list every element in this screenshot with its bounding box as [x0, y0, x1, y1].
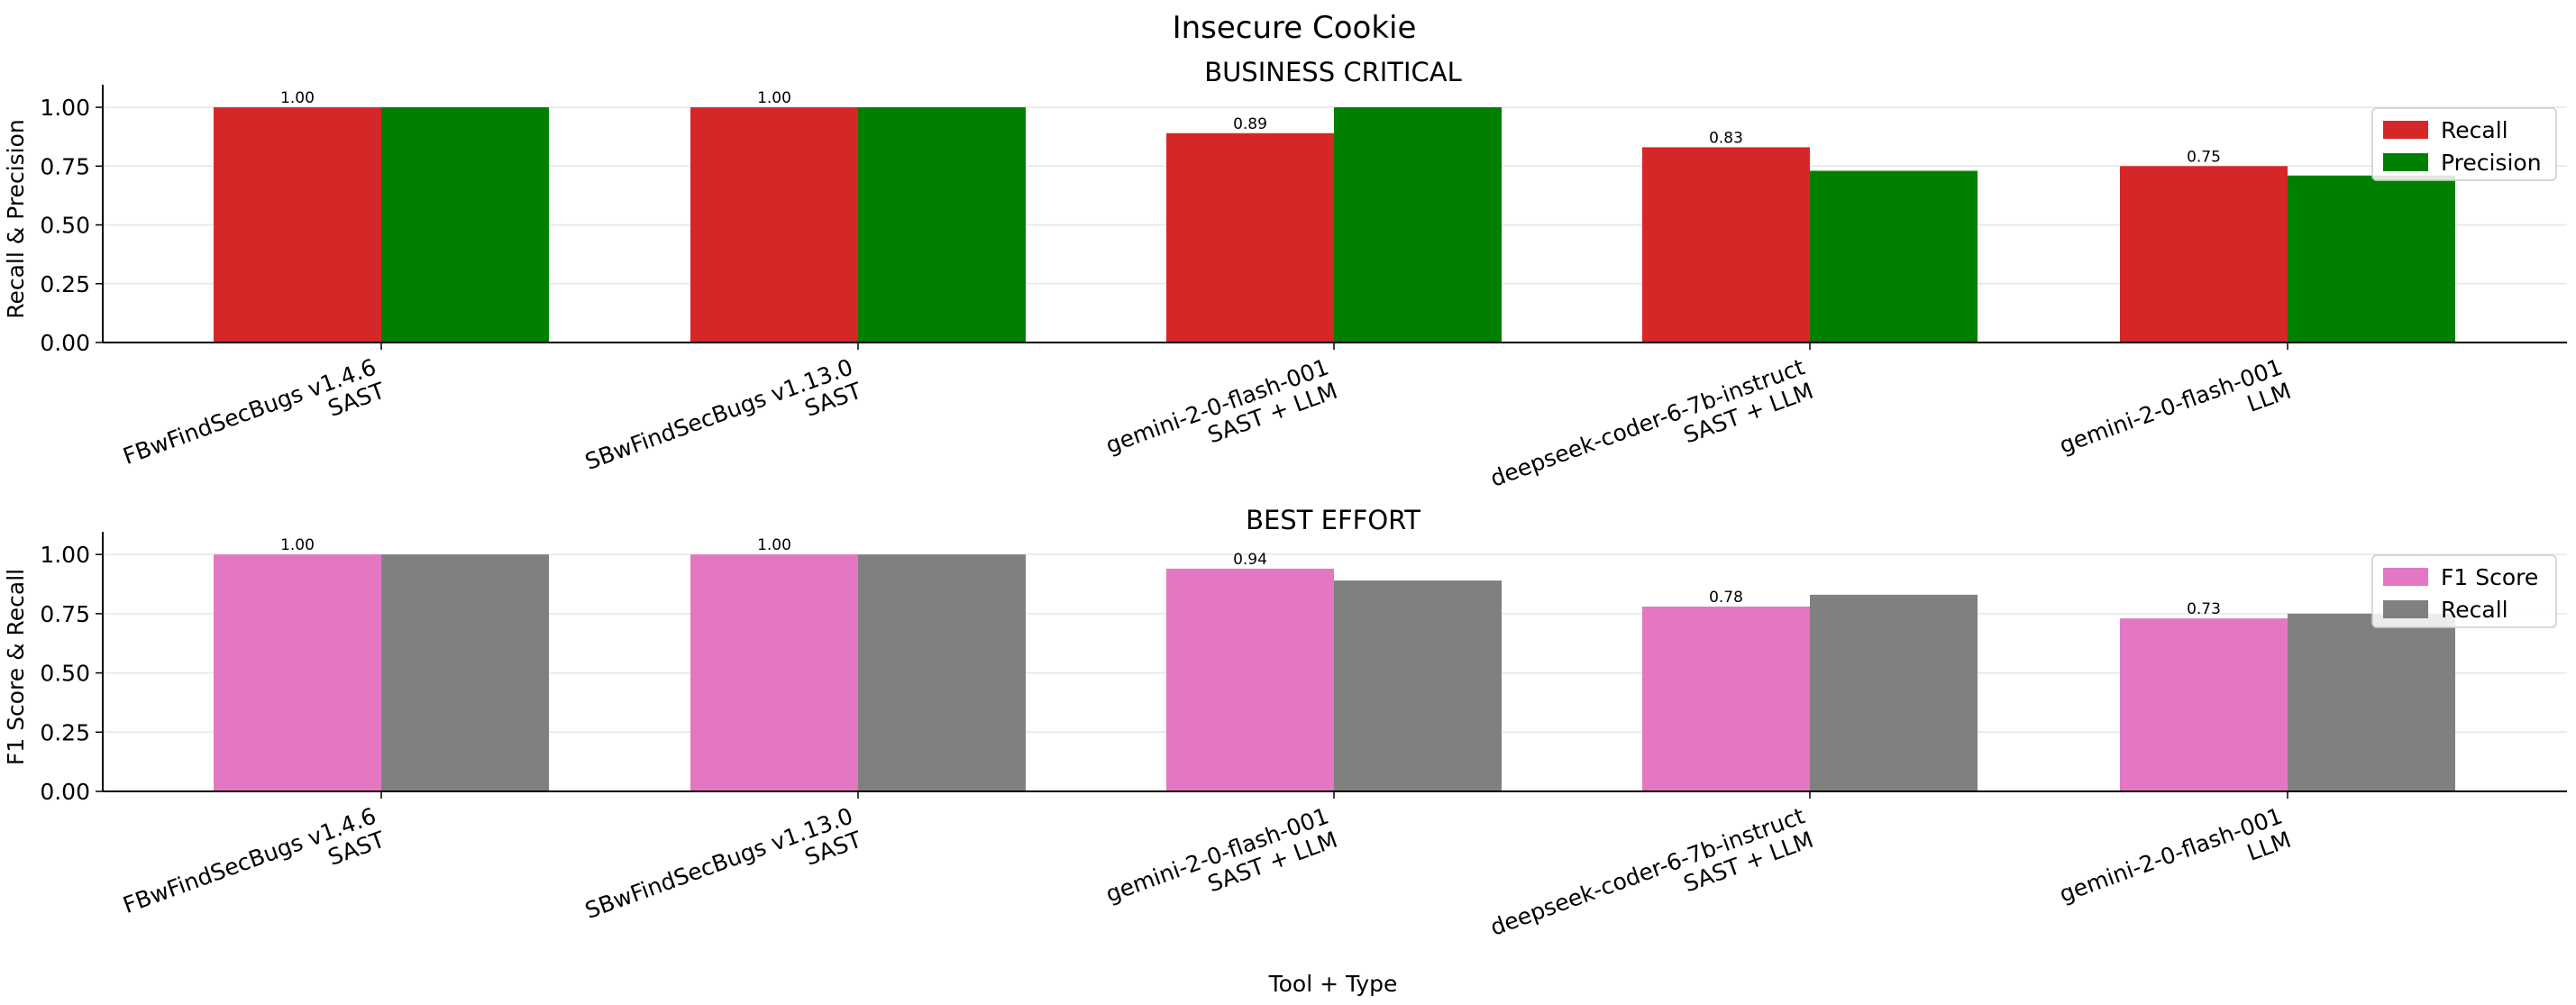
shared-x-axis-label: Tool + Type	[1268, 971, 1398, 997]
y-tick-label: 0.00	[40, 779, 90, 805]
figure-title: Insecure Cookie	[1173, 10, 1417, 46]
legend-label: Recall	[2441, 597, 2508, 623]
x-tick-label: SBwFindSecBugs v1.13.0SAST	[581, 802, 865, 947]
bar-f1-score	[2120, 618, 2288, 791]
bar-precision	[1334, 107, 1502, 343]
x-tick-label-line: deepseek-coder-6-7b-instruct	[1487, 353, 1809, 491]
bar-value-label: 1.00	[757, 536, 791, 554]
bar-f1-score	[690, 554, 858, 791]
business-critical-panel: 0.00 0.25 0.50 0.75 1.00 1.00 1.00 0.89 0.83 0.75…	[3, 57, 2567, 516]
x-tick-label: gemini-2-0-flash-001LLM	[2056, 802, 2295, 931]
bar-recall	[1334, 580, 1502, 791]
y-axis-label: Recall & Precision	[3, 119, 29, 319]
bar-value-label: 0.83	[1709, 129, 1743, 147]
y-tick-label: 0.50	[40, 661, 90, 687]
y-tick-label: 0.75	[40, 153, 90, 179]
bar-value-label: 0.89	[1233, 115, 1267, 133]
y-tick-label: 1.00	[40, 542, 90, 568]
bar-recall	[2288, 613, 2455, 791]
bar-value-label: 0.73	[2187, 600, 2221, 618]
x-tick-label: deepseek-coder-6-7b-instructSAST + LLM	[1487, 353, 1817, 516]
y-tick-label: 0.75	[40, 601, 90, 627]
bar-value-label: 1.00	[280, 536, 315, 554]
bar-precision	[2288, 175, 2455, 343]
bar-recall	[858, 554, 1026, 791]
bar-recall	[1810, 594, 1978, 791]
subplot-title: BEST EFFORT	[1246, 505, 1420, 535]
legend-swatch	[2383, 568, 2428, 586]
bar-recall	[690, 107, 858, 343]
bar-f1-score	[214, 554, 381, 791]
bar-recall	[381, 554, 549, 791]
bar-value-label: 0.94	[1233, 551, 1267, 569]
x-tick-label: gemini-2-0-flash-001SAST + LLM	[1102, 353, 1341, 482]
legend-swatch	[2383, 600, 2428, 618]
legend-label: F1 Score	[2441, 564, 2538, 590]
y-tick-label: 0.25	[40, 719, 90, 745]
y-tick-label: 0.25	[40, 271, 90, 297]
x-tick-label: deepseek-coder-6-7b-instructSAST + LLM	[1487, 802, 1817, 964]
subplot-title: BUSINESS CRITICAL	[1204, 57, 1462, 87]
y-tick-label: 0.50	[40, 213, 90, 239]
x-tick-label: FBwFindSecBugs v1.4.6SAST	[120, 802, 389, 942]
bar-value-label: 1.00	[757, 89, 791, 107]
bar-precision	[1810, 170, 1978, 343]
y-tick-label: 0.00	[40, 330, 90, 356]
x-tick-label: gemini-2-0-flash-001LLM	[2056, 353, 2295, 482]
x-tick-label: SBwFindSecBugs v1.13.0SAST	[581, 353, 865, 498]
bar-f1-score	[1166, 568, 1334, 791]
bar-precision	[858, 107, 1026, 343]
bar-recall	[1166, 132, 1334, 343]
y-tick-label: 1.00	[40, 95, 90, 121]
x-tick-label: gemini-2-0-flash-001SAST + LLM	[1102, 802, 1341, 931]
bar-recall	[1642, 147, 1810, 343]
x-tick-label: FBwFindSecBugs v1.4.6SAST	[120, 353, 389, 493]
legend-swatch	[2383, 153, 2428, 171]
bar-value-label: 1.00	[280, 89, 315, 107]
legend-label: Recall	[2441, 117, 2508, 143]
legend-swatch	[2383, 121, 2428, 139]
bar-value-label: 0.78	[1709, 589, 1743, 607]
bar-precision	[381, 107, 549, 343]
legend-label: Precision	[2441, 150, 2542, 176]
y-axis-label: F1 Score & Recall	[3, 569, 29, 765]
bar-recall	[214, 107, 381, 343]
bar-f1-score	[1642, 606, 1810, 791]
bar-value-label: 0.75	[2187, 148, 2221, 166]
bar-recall	[2120, 166, 2288, 343]
x-tick-label-line: deepseek-coder-6-7b-instruct	[1487, 802, 1809, 940]
best-effort-panel: 0.00 0.25 0.50 0.75 1.00 1.00 1.00 0.94 0.78 0.73…	[3, 505, 2567, 964]
